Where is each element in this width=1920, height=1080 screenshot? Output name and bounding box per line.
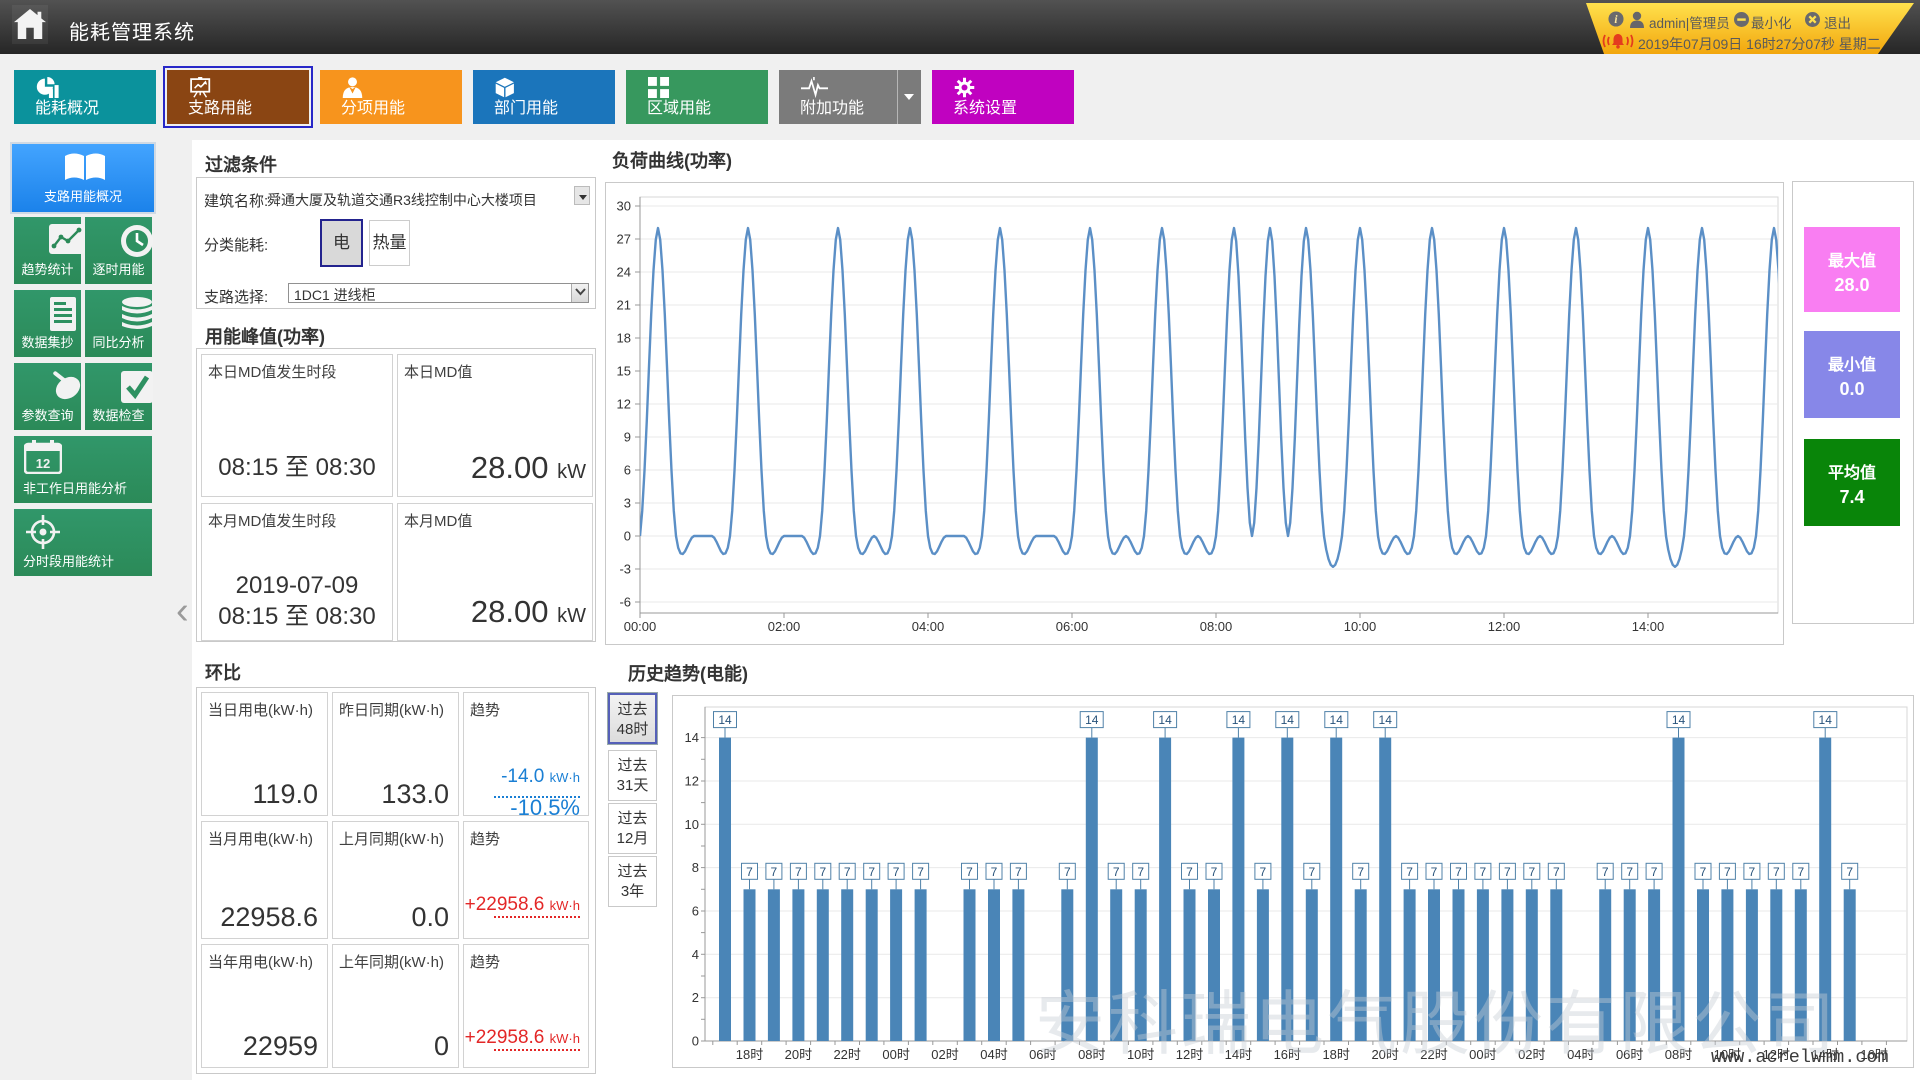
svg-text:14: 14	[1672, 713, 1686, 727]
svg-text:6: 6	[692, 904, 699, 919]
svg-text:7: 7	[1431, 865, 1438, 879]
svg-text:10: 10	[685, 817, 699, 832]
svg-text:14: 14	[1330, 713, 1344, 727]
svg-text:0: 0	[624, 529, 631, 544]
svg-text:7: 7	[1626, 865, 1633, 879]
svg-text:20时: 20时	[785, 1047, 812, 1062]
svg-text:14: 14	[1281, 713, 1295, 727]
svg-text:7: 7	[1651, 865, 1658, 879]
svg-text:7: 7	[917, 865, 924, 879]
svg-text:00:00: 00:00	[624, 619, 657, 634]
svg-text:0: 0	[692, 1034, 699, 1049]
svg-text:7: 7	[1357, 865, 1364, 879]
svg-text:3: 3	[624, 496, 631, 511]
svg-text:7: 7	[991, 865, 998, 879]
svg-text:7: 7	[1797, 865, 1804, 879]
svg-text:12时: 12时	[1763, 1047, 1790, 1062]
svg-text:7: 7	[1773, 865, 1780, 879]
svg-text:14: 14	[1158, 713, 1172, 727]
svg-text:14: 14	[1379, 713, 1393, 727]
svg-text:04时: 04时	[1567, 1047, 1594, 1062]
svg-text:08时: 08时	[1078, 1047, 1105, 1062]
svg-text:27: 27	[617, 232, 631, 247]
svg-text:06时: 06时	[1616, 1047, 1643, 1062]
svg-text:02时: 02时	[1518, 1047, 1545, 1062]
svg-text:00时: 00时	[1469, 1047, 1496, 1062]
svg-text:8: 8	[692, 860, 699, 875]
svg-text:-3: -3	[619, 562, 631, 577]
svg-text:04时: 04时	[980, 1047, 1007, 1062]
svg-text:30: 30	[617, 199, 631, 214]
svg-text:7: 7	[1528, 865, 1535, 879]
svg-text:-6: -6	[619, 595, 631, 610]
svg-text:16时: 16时	[1274, 1047, 1301, 1062]
svg-text:18时: 18时	[1322, 1047, 1349, 1062]
svg-text:7: 7	[1700, 865, 1707, 879]
svg-text:02时: 02时	[931, 1047, 958, 1062]
svg-text:7: 7	[1137, 865, 1144, 879]
svg-text:7: 7	[1064, 865, 1071, 879]
svg-text:7: 7	[1455, 865, 1462, 879]
svg-text:7: 7	[795, 865, 802, 879]
svg-text:i: i	[1614, 14, 1618, 26]
svg-text:7: 7	[1260, 865, 1267, 879]
svg-text:7: 7	[844, 865, 851, 879]
svg-text:7: 7	[1480, 865, 1487, 879]
svg-text:7: 7	[1406, 865, 1413, 879]
svg-text:4: 4	[692, 947, 699, 962]
svg-text:7: 7	[1186, 865, 1193, 879]
svg-text:9: 9	[624, 430, 631, 445]
svg-text:14: 14	[1085, 713, 1099, 727]
svg-text:7: 7	[771, 865, 778, 879]
svg-text:7: 7	[1724, 865, 1731, 879]
svg-text:7: 7	[1553, 865, 1560, 879]
svg-text:2: 2	[692, 990, 699, 1005]
svg-text:15: 15	[617, 364, 631, 379]
svg-text:14: 14	[1232, 713, 1246, 727]
svg-text:14:00: 14:00	[1632, 619, 1665, 634]
svg-text:21: 21	[617, 298, 631, 313]
svg-text:06:00: 06:00	[1056, 619, 1089, 634]
svg-text:7: 7	[1113, 865, 1120, 879]
svg-text:7: 7	[1504, 865, 1511, 879]
svg-text:04:00: 04:00	[912, 619, 945, 634]
svg-text:18时: 18时	[736, 1047, 763, 1062]
svg-text:14: 14	[1819, 713, 1833, 727]
svg-text:14时: 14时	[1225, 1047, 1252, 1062]
svg-text:14时: 14时	[1811, 1047, 1838, 1062]
svg-text:12: 12	[617, 397, 631, 412]
svg-text:16时: 16时	[1860, 1047, 1887, 1062]
svg-text:10时: 10时	[1127, 1047, 1154, 1062]
svg-text:24: 24	[617, 265, 631, 280]
svg-text:08时: 08时	[1665, 1047, 1692, 1062]
svg-text:02:00: 02:00	[768, 619, 801, 634]
svg-text:00时: 00时	[882, 1047, 909, 1062]
svg-text:14: 14	[685, 730, 699, 745]
svg-text:7: 7	[1015, 865, 1022, 879]
svg-text:08:00: 08:00	[1200, 619, 1233, 634]
svg-text:22时: 22时	[1420, 1047, 1447, 1062]
svg-text:7: 7	[893, 865, 900, 879]
svg-text:20时: 20时	[1371, 1047, 1398, 1062]
svg-text:18: 18	[617, 331, 631, 346]
svg-text:12: 12	[685, 774, 699, 789]
svg-text:12:00: 12:00	[1488, 619, 1521, 634]
svg-text:7: 7	[1211, 865, 1218, 879]
svg-text:7: 7	[966, 865, 973, 879]
svg-text:7: 7	[746, 865, 753, 879]
svg-text:22时: 22时	[833, 1047, 860, 1062]
svg-text:7: 7	[1749, 865, 1756, 879]
svg-text:7: 7	[1308, 865, 1315, 879]
svg-text:06时: 06时	[1029, 1047, 1056, 1062]
svg-text:6: 6	[624, 463, 631, 478]
svg-text:14: 14	[718, 713, 732, 727]
svg-text:7: 7	[1846, 865, 1853, 879]
svg-text:7: 7	[1602, 865, 1609, 879]
svg-text:10:00: 10:00	[1344, 619, 1377, 634]
svg-text:12时: 12时	[1176, 1047, 1203, 1062]
svg-text:7: 7	[819, 865, 826, 879]
svg-text:12: 12	[36, 456, 50, 471]
svg-text:10时: 10时	[1714, 1047, 1741, 1062]
svg-text:7: 7	[868, 865, 875, 879]
